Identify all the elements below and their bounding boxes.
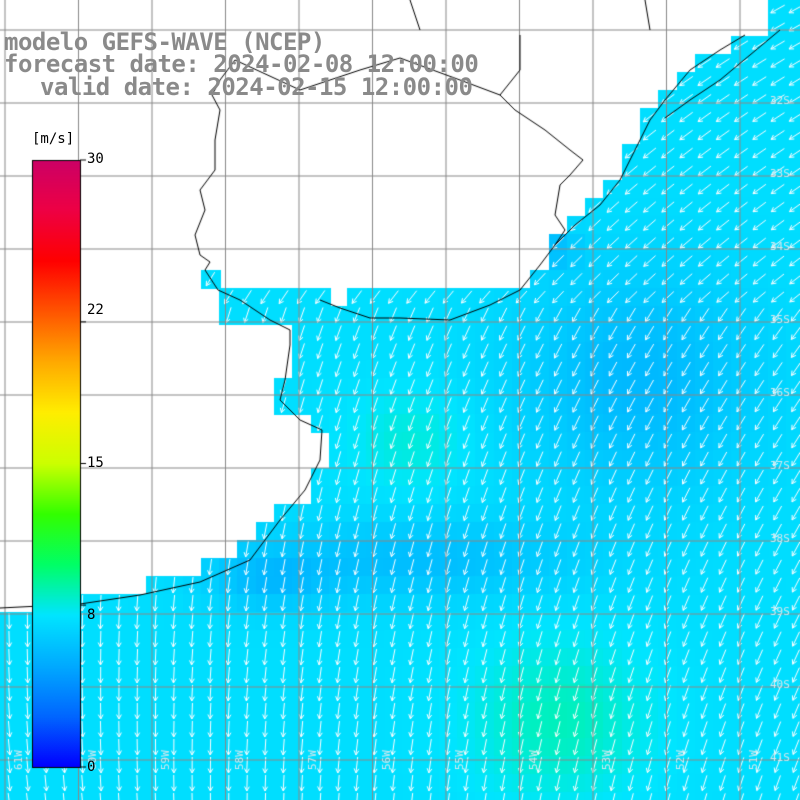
colorbar-tick-22: 22 [87,302,104,318]
colorbar-tick-0: 0 [87,759,96,775]
forecast-date: forecast date: 2024-02-08 12:00:00 [4,50,479,78]
colorbar-tick-8: 8 [87,607,96,623]
valid-date: valid date: 2024-02-15 12:00:00 [40,73,473,101]
model-title: modelo GEFS-WAVE (NCEP) [4,28,325,56]
colorbar-tick-30: 30 [87,151,104,167]
colorbar-tick-15: 15 [87,455,104,471]
colorbar-units: [m/s] [32,131,75,147]
